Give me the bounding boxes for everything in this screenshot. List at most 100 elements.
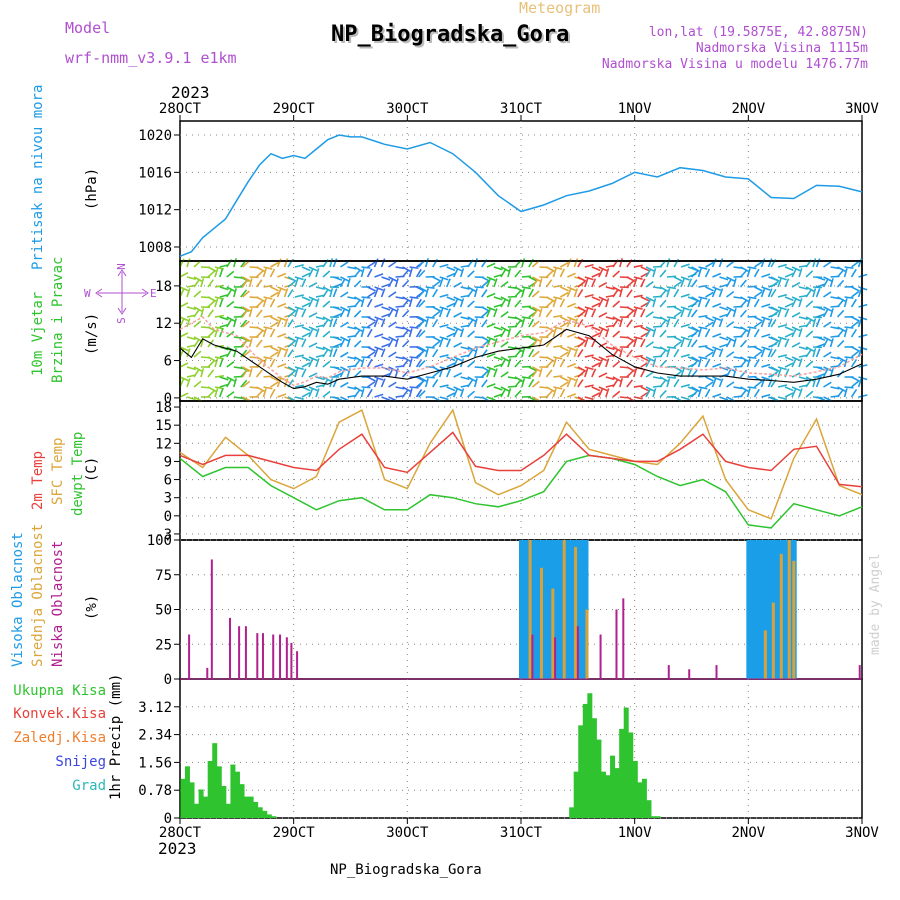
temp2m-line <box>179 431 863 488</box>
wind-arrow <box>784 356 794 362</box>
wind-arrow <box>858 316 868 321</box>
wind-arrow <box>652 388 657 398</box>
mid-cloud-bar <box>528 540 532 679</box>
wind-arrow <box>301 308 307 318</box>
wind-arrow <box>567 376 577 381</box>
wind-arrow <box>777 384 788 388</box>
wind-arrow <box>698 314 708 318</box>
wind-arrow <box>263 356 273 360</box>
wind-arrow <box>277 316 287 321</box>
wind-arrow <box>791 386 801 392</box>
wind-arrow <box>507 298 512 308</box>
wind-arrow <box>645 341 654 348</box>
wind-arrow <box>340 291 349 298</box>
wind-arrow <box>584 336 594 341</box>
wind-arrow <box>704 298 711 308</box>
mid-cloud-bar <box>562 540 566 679</box>
wind-arrow <box>805 319 812 328</box>
wind-arrow <box>439 323 449 328</box>
wind-arrow <box>858 364 868 368</box>
wind-arrow <box>270 381 279 388</box>
wind-arrow <box>467 319 474 328</box>
wind-arrow <box>528 318 535 328</box>
wind-arrow <box>666 318 671 328</box>
wind-arrow <box>711 258 717 268</box>
wind-arrow <box>493 273 503 278</box>
wind-arrow <box>837 326 846 333</box>
wind-arrow <box>739 299 748 308</box>
wind-arrow <box>777 324 787 328</box>
wind-arrow <box>277 346 287 351</box>
precip-bar <box>573 771 579 818</box>
wind-arrow <box>481 370 489 378</box>
wind-arrow <box>851 346 860 352</box>
wind-arrow <box>366 328 373 338</box>
temperature-ytick-label: 9 <box>164 454 172 470</box>
wind-arrow <box>573 318 579 328</box>
precip-bar <box>207 760 213 818</box>
wind-arrow <box>241 368 248 378</box>
wind-arrow <box>698 356 708 360</box>
wind-arrow <box>186 318 191 328</box>
wind-arrow <box>207 309 214 318</box>
wind-arrow <box>367 286 377 292</box>
wind-arrow <box>360 268 365 278</box>
wind-arrow <box>269 358 276 368</box>
wind-arrow <box>446 332 456 338</box>
wind-frame-top <box>179 260 863 402</box>
precip-bar <box>646 800 652 818</box>
wind-arrow-field <box>577 258 650 402</box>
wind-arrow <box>507 358 512 368</box>
wind-arrow <box>823 381 832 388</box>
wind-arrow <box>705 351 714 358</box>
low-cloud-bar <box>279 634 282 679</box>
precip-frame <box>179 678 863 819</box>
wind-arrow <box>718 378 724 388</box>
mid-cloud-bar <box>539 567 543 679</box>
wind-arrow <box>626 310 634 318</box>
wind-arrow <box>704 328 711 338</box>
wind-arrow <box>373 348 379 358</box>
precip-bar <box>239 784 245 818</box>
wind-arrow <box>753 298 760 308</box>
wind-arrow-field <box>366 258 425 402</box>
wind-arrow <box>301 278 307 288</box>
wind-arrow <box>214 375 225 378</box>
wind-arrow <box>844 386 854 389</box>
wind-arrow <box>851 290 860 298</box>
wind-arrow <box>791 328 797 338</box>
wind-arrow <box>770 349 777 358</box>
pressure-ytick-label: 1020 <box>138 128 172 144</box>
wind-arrow <box>784 272 794 278</box>
wind-arrow <box>531 276 541 282</box>
high-cloud-bar <box>768 540 773 679</box>
wind-arrow <box>712 346 722 351</box>
wind-arrow <box>387 308 394 318</box>
wind-arrow <box>805 346 815 352</box>
wind-arrow <box>687 338 693 348</box>
wind-arrow <box>445 308 451 318</box>
high-cloud-bar <box>565 540 570 679</box>
wind-arrow <box>666 348 671 358</box>
wind-arrow <box>857 258 863 268</box>
wind-arrow <box>761 376 771 381</box>
wind-arrow <box>445 278 451 288</box>
wind-arrow <box>446 296 456 302</box>
wind-arrow <box>226 391 235 398</box>
low-cloud-bar <box>615 609 618 679</box>
wind-arrow <box>666 346 677 350</box>
wind-arrow <box>214 268 219 278</box>
wind-arrow <box>347 296 357 300</box>
wind-arrow <box>566 348 572 358</box>
x-tick-label-top: 3NOV <box>845 101 879 117</box>
wind-arrow <box>353 299 361 308</box>
wind-arrow <box>374 286 384 291</box>
high-cloud-bar <box>570 540 575 679</box>
wind-arrow <box>439 276 449 281</box>
wind-arrow <box>346 278 351 288</box>
wind-arrow <box>301 332 311 338</box>
low-cloud-bar <box>256 633 259 679</box>
wind-arrow <box>816 373 826 378</box>
wind-arrow <box>500 388 506 398</box>
wind-arrow <box>552 328 557 338</box>
